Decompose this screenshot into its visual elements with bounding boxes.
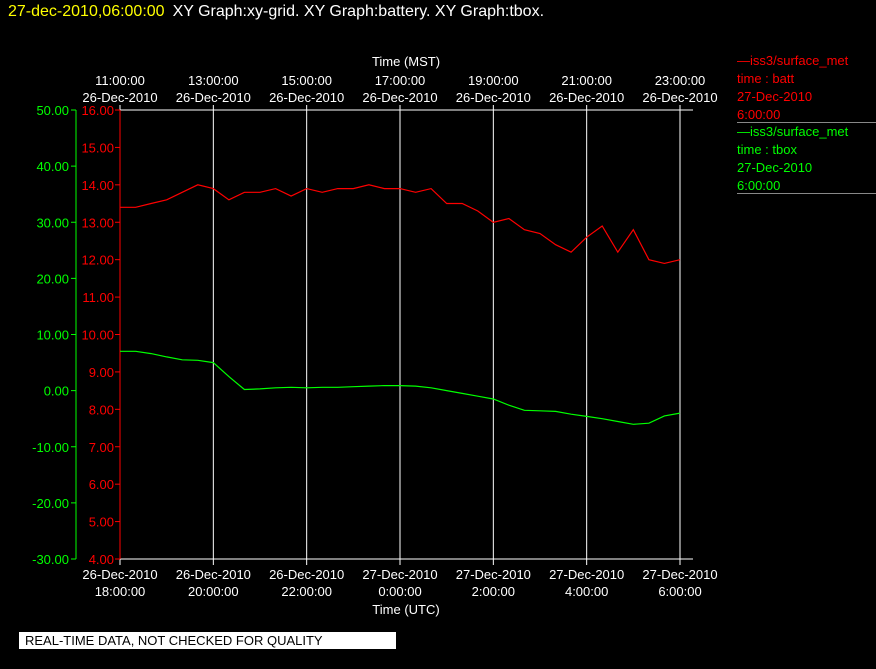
x-bottom-tick-date: 26-Dec-2010 bbox=[82, 567, 157, 582]
legend-tbox-var: time : tbox bbox=[737, 142, 797, 157]
legend-separator bbox=[737, 122, 876, 123]
tbox-axis-tick-label: 0.00 bbox=[44, 384, 69, 399]
legend-batt-source: —iss3/surface_met bbox=[737, 53, 849, 68]
x-bottom-tick-time: 18:00:00 bbox=[95, 584, 146, 599]
x-top-tick-time: 11:00:00 bbox=[95, 73, 145, 88]
legend-tbox-source-text: iss3/surface_met bbox=[750, 124, 849, 139]
legend-tbox-time: 6:00:00 bbox=[737, 178, 781, 193]
x-bottom-tick-date: 26-Dec-2010 bbox=[176, 567, 251, 582]
batt-axis-tick-label: 14.00 bbox=[81, 178, 114, 193]
batt-axis-tick-label: 16.00 bbox=[81, 103, 114, 118]
batt-axis-tick-label: 4.00 bbox=[89, 552, 114, 567]
quality-note: REAL-TIME DATA, NOT CHECKED FOR QUALITY bbox=[19, 632, 396, 649]
x-top-tick-date: 26-Dec-2010 bbox=[176, 90, 251, 105]
legend-batt-var: time : batt bbox=[737, 71, 795, 86]
x-bottom-tick-time: 0:00:00 bbox=[378, 584, 421, 599]
x-top-tick-time: 19:00:00 bbox=[468, 73, 519, 88]
x-bottom-tick-date: 27-Dec-2010 bbox=[362, 567, 437, 582]
x-bottom-tick-date: 26-Dec-2010 bbox=[269, 567, 344, 582]
x-top-tick-time: 17:00:00 bbox=[375, 73, 426, 88]
batt-axis-tick-label: 10.00 bbox=[81, 328, 114, 343]
legend-batt: —iss3/surface_met time : batt 27-Dec-201… bbox=[737, 52, 876, 124]
tbox-axis-tick-label: -20.00 bbox=[32, 496, 69, 511]
x-top-tick-date: 26-Dec-2010 bbox=[269, 90, 344, 105]
grid-layer bbox=[212, 110, 681, 559]
x-top-tick-date: 26-Dec-2010 bbox=[456, 90, 531, 105]
header-timestamp: 27-dec-2010,06:00:00 bbox=[8, 3, 165, 20]
legend-tbox: —iss3/surface_met time : tbox 27-Dec-201… bbox=[737, 123, 876, 195]
batt-axis-tick-label: 13.00 bbox=[81, 215, 114, 230]
x-top-tick-date: 26-Dec-2010 bbox=[362, 90, 437, 105]
batt-axis-tick-label: 5.00 bbox=[89, 515, 114, 530]
tbox-axis-tick-label: -10.00 bbox=[32, 440, 69, 455]
legend-tbox-date: 27-Dec-2010 bbox=[737, 160, 813, 175]
legend-tbox-source: —iss3/surface_met bbox=[737, 124, 849, 139]
tbox-axis-tick-label: 40.00 bbox=[36, 159, 69, 174]
x-bottom-tick-time: 22:00:00 bbox=[281, 584, 332, 599]
x-top-tick-time: 15:00:00 bbox=[281, 73, 332, 88]
x-top-tick-time: 23:00:00 bbox=[655, 73, 706, 88]
tbox-axis-tick-label: 10.00 bbox=[36, 328, 69, 343]
batt-axis-tick-label: 7.00 bbox=[89, 440, 114, 455]
axis-layer: 26-Dec-2010 18:00:00 11:00:00 26-Dec-2010 26… bbox=[32, 73, 717, 599]
tbox-series-line bbox=[120, 350, 681, 425]
batt-axis-tick-label: 15.00 bbox=[81, 140, 114, 155]
header: 27-dec-2010,06:00:00 XY Graph:xy-grid. XY… bbox=[8, 3, 544, 21]
batt-axis-tick-label: 6.00 bbox=[89, 477, 114, 492]
header-title: XY Graph:xy-grid. XY Graph:battery. XY G… bbox=[172, 3, 545, 20]
tbox-axis-tick-label: 20.00 bbox=[36, 271, 69, 286]
x-top-tick-date: 26-Dec-2010 bbox=[642, 90, 717, 105]
x-bottom-tick-date: 27-Dec-2010 bbox=[549, 567, 624, 582]
x-bottom-tick-time: 20:00:00 bbox=[188, 584, 239, 599]
x-top-tick-time: 13:00:00 bbox=[188, 73, 239, 88]
x-bottom-axis-label: Time (UTC) bbox=[372, 602, 439, 617]
legend-batt-source-text: iss3/surface_met bbox=[750, 53, 849, 68]
legend-separator bbox=[737, 193, 876, 194]
legend-batt-date: 27-Dec-2010 bbox=[737, 89, 813, 104]
x-bottom-tick-date: 27-Dec-2010 bbox=[456, 567, 531, 582]
tbox-axis-tick-label: 50.00 bbox=[36, 103, 69, 118]
batt-axis-tick-label: 12.00 bbox=[81, 253, 114, 268]
x-bottom-tick-time: 6:00:00 bbox=[658, 584, 701, 599]
x-bottom-tick-date: 27-Dec-2010 bbox=[642, 567, 717, 582]
tbox-axis-tick-label: 30.00 bbox=[36, 215, 69, 230]
x-top-tick-date: 26-Dec-2010 bbox=[82, 90, 157, 105]
x-top-axis-label: Time (MST) bbox=[372, 54, 440, 69]
x-bottom-tick-time: 4:00:00 bbox=[565, 584, 608, 599]
x-bottom-tick-time: 2:00:00 bbox=[472, 584, 515, 599]
legend-batt-time: 6:00:00 bbox=[737, 107, 781, 122]
tbox-axis-tick-label: -30.00 bbox=[32, 552, 69, 567]
series-layer bbox=[120, 184, 681, 425]
x-top-tick-date: 26-Dec-2010 bbox=[549, 90, 624, 105]
batt-axis-tick-label: 8.00 bbox=[89, 402, 114, 417]
x-top-tick-time: 21:00:00 bbox=[561, 73, 612, 88]
batt-axis-tick-label: 9.00 bbox=[89, 365, 114, 380]
batt-series-line bbox=[120, 184, 681, 265]
batt-axis-tick-label: 11.00 bbox=[82, 290, 114, 305]
